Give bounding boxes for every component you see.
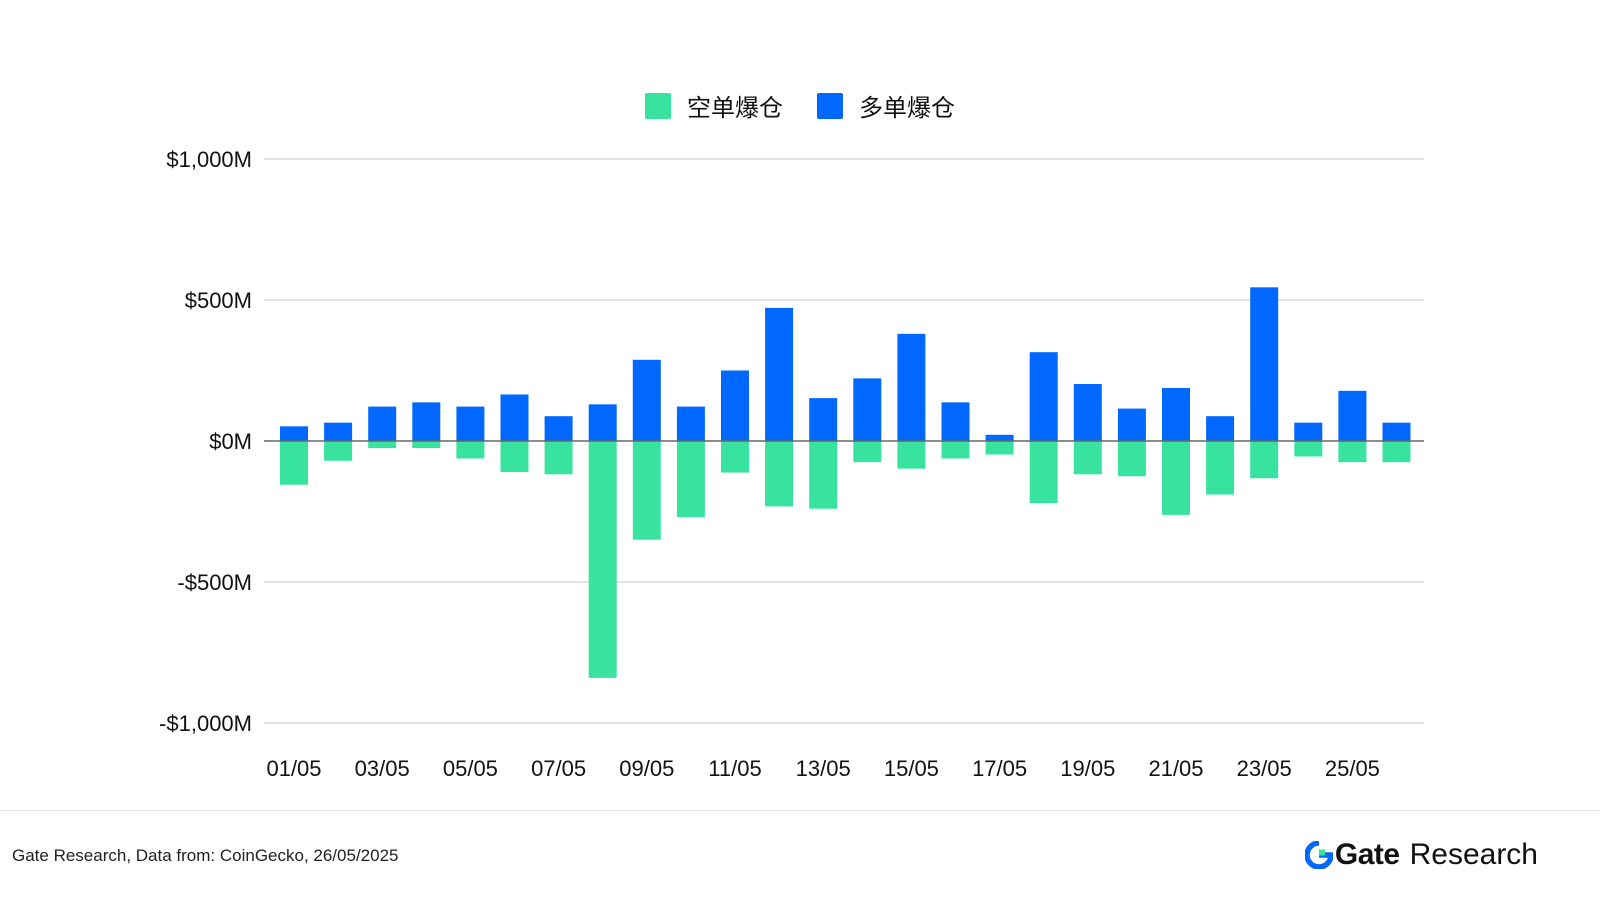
bar-short-liquidation [544, 441, 573, 475]
bar-short-liquidation [1117, 441, 1146, 477]
gate-logo-icon [1304, 841, 1333, 869]
bar-short-liquidation [588, 441, 617, 678]
bar-long-liquidation [1073, 384, 1102, 441]
x-tick-label: 03/05 [355, 756, 410, 781]
x-tick-label: 17/05 [972, 756, 1027, 781]
bar-short-liquidation [941, 441, 970, 459]
bar-long-liquidation [368, 406, 397, 441]
bar-short-liquidation [853, 441, 882, 463]
x-tick-label: 25/05 [1325, 756, 1380, 781]
bar-long-liquidation [676, 406, 705, 441]
bar-long-liquidation [632, 359, 661, 441]
x-tick-label: 21/05 [1148, 756, 1203, 781]
footer-divider [0, 810, 1600, 811]
x-tick-label: 19/05 [1060, 756, 1115, 781]
bar-long-liquidation [941, 402, 970, 441]
brand-suffix: Research [1409, 838, 1538, 871]
bar-short-liquidation [1338, 441, 1367, 463]
legend-item-short: 空单爆仓 [645, 88, 783, 123]
bar-short-liquidation [1294, 441, 1323, 457]
bar-short-liquidation [721, 441, 749, 473]
legend-swatch-short [645, 92, 671, 119]
bar-long-liquidation [280, 426, 308, 441]
bar-short-liquidation [412, 441, 441, 449]
x-tick-label: 05/05 [443, 756, 498, 781]
x-tick-label: 11/05 [708, 756, 761, 781]
bar-long-liquidation [853, 378, 882, 441]
bar-long-liquidation [1117, 408, 1146, 441]
y-tick-label: $1,000M [166, 147, 252, 172]
bar-short-liquidation [897, 441, 926, 469]
bar-long-liquidation [1294, 422, 1323, 441]
bar-short-liquidation [1382, 441, 1411, 463]
bar-long-liquidation [809, 398, 838, 441]
bar-short-liquidation [1206, 441, 1235, 495]
bar-long-liquidation [1338, 390, 1367, 441]
bar-long-liquidation [1206, 416, 1235, 441]
legend-swatch-long [817, 92, 843, 119]
bar-long-liquidation [897, 333, 926, 441]
bar-long-liquidation [588, 404, 617, 441]
bar-short-liquidation [324, 441, 353, 461]
bar-short-liquidation [1162, 441, 1190, 515]
y-tick-label: $0M [209, 429, 252, 454]
bar-short-liquidation [368, 441, 397, 449]
x-tick-label: 07/05 [531, 756, 586, 781]
source-note: Gate Research, Data from: CoinGecko, 26/… [12, 846, 399, 865]
bar-long-liquidation [412, 402, 441, 441]
x-tick-label: 15/05 [884, 756, 939, 781]
y-tick-label: -$500M [177, 570, 252, 595]
bar-short-liquidation [1073, 441, 1102, 475]
legend-label-long: 多单爆仓 [859, 95, 955, 122]
bar-long-liquidation [456, 406, 485, 441]
bar-long-liquidation [544, 416, 573, 441]
bar-long-liquidation [1382, 422, 1411, 441]
bar-long-liquidation [1162, 387, 1190, 441]
brand-logo: Gate Research [1304, 838, 1538, 872]
bar-short-liquidation [809, 441, 838, 509]
bar-long-liquidation [721, 370, 749, 441]
y-tick-label: -$1,000M [159, 711, 252, 736]
bar-short-liquidation [765, 441, 794, 507]
bar-short-liquidation [456, 441, 485, 459]
legend-label-short: 空单爆仓 [687, 95, 783, 122]
bar-short-liquidation [676, 441, 705, 518]
x-tick-label: 09/05 [619, 756, 674, 781]
bar-long-liquidation [324, 422, 353, 441]
brand-name: Gate [1334, 838, 1400, 871]
bar-short-liquidation [632, 441, 661, 540]
bar-long-liquidation [765, 307, 794, 441]
bar-short-liquidation [1029, 441, 1058, 504]
x-tick-label: 23/05 [1237, 756, 1292, 781]
bar-long-liquidation [985, 434, 1014, 441]
x-tick-label: 01/05 [266, 756, 321, 781]
bar-short-liquidation [280, 441, 308, 485]
bar-long-liquidation [500, 394, 529, 441]
chart-legend: 空单爆仓 多单爆仓 [0, 88, 1600, 123]
x-tick-label: 13/05 [796, 756, 851, 781]
bar-long-liquidation [1250, 287, 1279, 441]
y-tick-label: $500M [185, 288, 252, 313]
bar-short-liquidation [500, 441, 529, 473]
bar-long-liquidation [1029, 352, 1058, 441]
bar-short-liquidation [1250, 441, 1279, 479]
legend-item-long: 多单爆仓 [817, 88, 955, 123]
bar-short-liquidation [985, 441, 1014, 455]
